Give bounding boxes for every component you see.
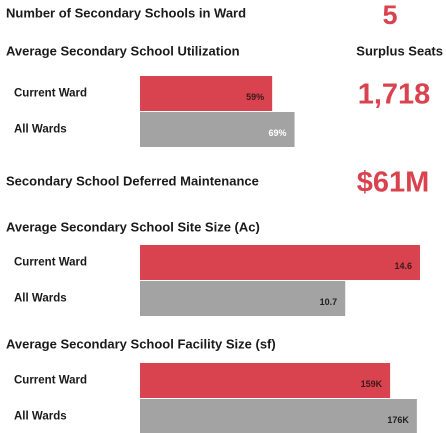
bar <box>140 399 417 433</box>
bar <box>140 363 391 398</box>
kpi-value: $61M <box>357 167 430 199</box>
bar <box>140 76 273 111</box>
category-label: All Wards <box>14 124 67 136</box>
value-label: 59% <box>246 92 264 102</box>
category-label: Current Ward <box>14 257 87 269</box>
kpi-value: 5 <box>382 0 397 30</box>
category-label: Current Ward <box>14 375 87 387</box>
value-label: 14.6 <box>394 261 412 271</box>
value-label: 159K <box>361 379 383 389</box>
value-label: 10.7 <box>320 297 338 307</box>
value-label: 176K <box>387 415 409 425</box>
kpi-value: 1,718 <box>358 79 431 111</box>
category-label: Current Ward <box>14 88 87 100</box>
kpi-label: Number of Secondary Schools in Ward <box>6 5 246 20</box>
bar <box>140 112 295 147</box>
category-label: All Wards <box>14 293 67 305</box>
kpi-label: Surplus Seats <box>356 43 443 58</box>
bar <box>140 245 420 280</box>
bar <box>140 281 346 316</box>
section-title: Average Secondary School Facility Size (… <box>6 336 276 351</box>
section-title: Average Secondary School Utilization <box>6 43 240 58</box>
value-label: 69% <box>269 128 287 138</box>
category-label: All Wards <box>14 411 67 423</box>
kpi-label: Secondary School Deferred Maintenance <box>6 173 259 188</box>
section-title: Average Secondary School Site Size (Ac) <box>6 219 260 234</box>
